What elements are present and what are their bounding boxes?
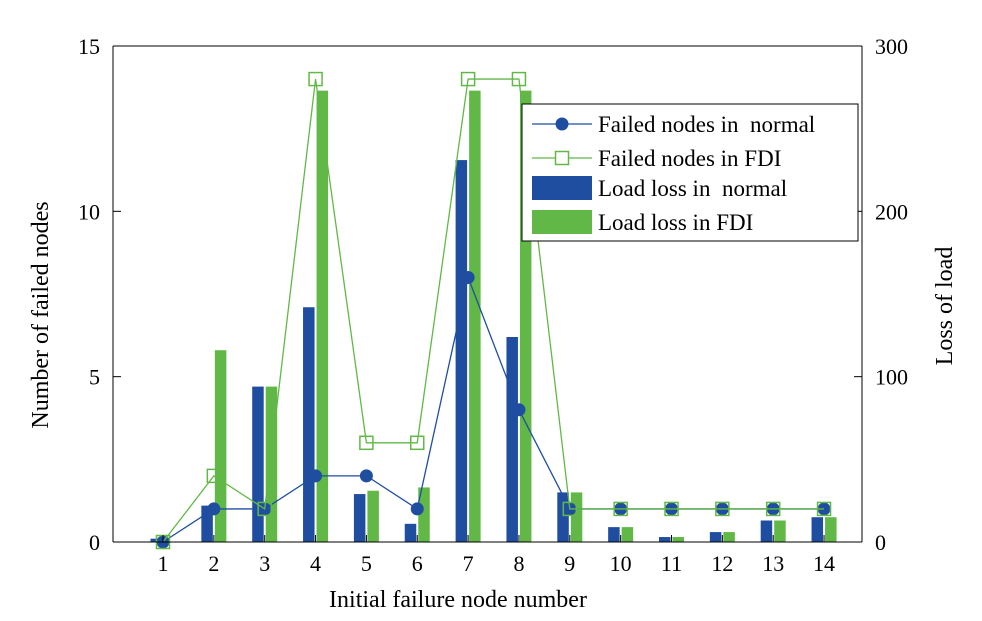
x-axis-title: Initial failure node number — [329, 587, 587, 613]
point-failed-fdi-7 — [460, 71, 476, 87]
legend-swatch-failed-normal-marker — [555, 117, 569, 131]
bar-loadloss-fdi-11 — [672, 537, 684, 542]
legend-label-loadloss-fdi: Load loss in FDI — [598, 210, 753, 235]
point-failed-fdi-13 — [765, 501, 781, 517]
point-failed-fdi-3 — [257, 501, 272, 517]
bar-loadloss-fdi-9 — [570, 492, 583, 542]
y-right-tick-label-0: 0 — [875, 530, 886, 555]
bar-loadloss-normal-12 — [709, 532, 722, 542]
bar-loadloss-fdi-13 — [774, 520, 786, 542]
point-failed-normal-2 — [207, 502, 221, 516]
legend-label-failed-normal: Failed nodes in normal — [598, 112, 815, 137]
y-left-tick-label-10: 10 — [78, 199, 100, 224]
y-right-tick-label-200: 200 — [875, 199, 908, 224]
point-failed-fdi-5 — [359, 435, 374, 451]
point-failed-normal-4 — [309, 469, 323, 483]
legend-label-failed-fdi: Failed nodes in FDI — [598, 146, 781, 171]
bar-loadloss-normal-7 — [455, 160, 468, 542]
y-left-tick-label-0: 0 — [89, 530, 100, 555]
frame-layer — [112, 45, 863, 543]
point-failed-fdi-12 — [715, 501, 730, 517]
y-left-tick-label-15: 15 — [78, 34, 100, 59]
x-tick-label-6: 6 — [412, 551, 423, 576]
y-axis-left-title: Number of failed nodes — [28, 201, 54, 428]
bars-layer — [150, 90, 837, 542]
x-tick-label-1: 1 — [158, 551, 169, 576]
point-failed-fdi-8 — [511, 71, 527, 87]
bar-loadloss-normal-5 — [353, 494, 366, 542]
x-tick-label-2: 2 — [208, 551, 219, 576]
x-tick-label-3: 3 — [259, 551, 270, 576]
x-tick-label-5: 5 — [361, 551, 372, 576]
point-failed-fdi-2 — [206, 468, 222, 484]
x-tick-label-13: 13 — [762, 551, 784, 576]
bar-loadloss-fdi-12 — [723, 532, 735, 542]
point-failed-normal-5 — [359, 469, 373, 483]
x-tick-label-14: 14 — [813, 551, 835, 576]
legend-swatch-loadloss-normal — [532, 176, 592, 200]
legend-swatch-failed-fdi-marker — [554, 150, 570, 166]
y-right-tick-label-300: 300 — [875, 34, 908, 59]
bar-loadloss-fdi-14 — [825, 517, 837, 542]
y-left-tick-label-5: 5 — [89, 365, 100, 390]
point-failed-normal-8 — [512, 403, 526, 417]
x-tick-label-10: 10 — [610, 551, 632, 576]
legend: Failed nodes in normal Failed nodes in F… — [521, 103, 859, 242]
bar-loadloss-normal-6 — [404, 523, 417, 542]
bar-loadloss-fdi-7 — [469, 90, 481, 542]
bar-loadloss-fdi-3 — [265, 386, 278, 542]
bar-loadloss-fdi-5 — [367, 490, 379, 542]
bar-loadloss-normal-10 — [608, 527, 620, 542]
bar-loadloss-normal-3 — [252, 386, 264, 542]
bar-loadloss-fdi-10 — [621, 527, 634, 542]
y-right-tick-label-100: 100 — [875, 365, 908, 390]
bar-loadloss-normal-9 — [557, 492, 569, 542]
bar-loadloss-fdi-4 — [316, 90, 329, 542]
point-failed-fdi-10 — [613, 501, 628, 517]
x-tick-label-8: 8 — [513, 551, 524, 576]
point-failed-fdi-9 — [562, 501, 578, 517]
point-failed-fdi-14 — [816, 501, 832, 517]
point-failed-normal-6 — [410, 502, 424, 516]
lines-layer — [155, 71, 832, 550]
bar-loadloss-fdi-6 — [418, 487, 430, 542]
x-tick-label-7: 7 — [463, 551, 474, 576]
legend-label-loadloss-normal: Load loss in normal — [598, 176, 787, 201]
bar-loadloss-normal-4 — [303, 307, 315, 542]
x-tick-label-9: 9 — [564, 551, 575, 576]
bar-loadloss-normal-11 — [659, 537, 671, 542]
point-failed-fdi-4 — [308, 71, 323, 87]
bar-loadloss-fdi-8 — [519, 90, 532, 542]
point-failed-fdi-6 — [410, 435, 425, 451]
line-failed-fdi — [162, 78, 825, 543]
bar-loadloss-normal-14 — [811, 517, 824, 542]
legend-swatch-loadloss-fdi — [532, 210, 592, 234]
bar-loadloss-normal-8 — [506, 336, 518, 542]
bar-loadloss-normal-2 — [201, 505, 213, 542]
bar-loadloss-fdi-2 — [214, 350, 227, 542]
x-tick-label-12: 12 — [711, 551, 733, 576]
x-tick-label-4: 4 — [310, 551, 321, 576]
point-failed-fdi-11 — [664, 501, 679, 517]
bar-loadloss-normal-13 — [760, 520, 773, 542]
x-tick-label-11: 11 — [661, 551, 682, 576]
point-failed-normal-7 — [461, 270, 475, 284]
y-axis-right-title: Loss of load — [932, 247, 958, 366]
